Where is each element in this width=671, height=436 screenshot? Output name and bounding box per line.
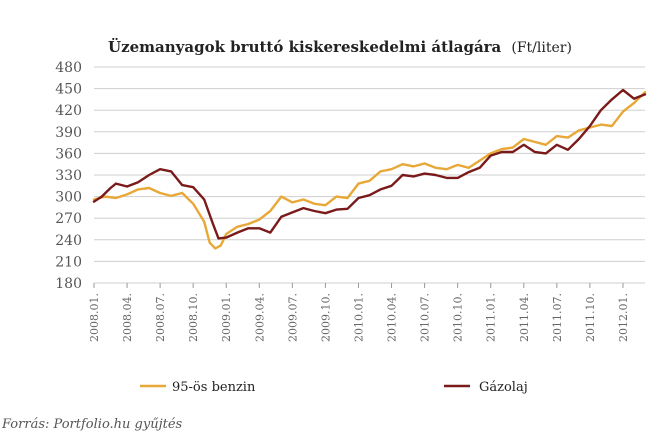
series-line-gazolaj bbox=[92, 88, 647, 240]
y-tick-label: 360 bbox=[55, 146, 82, 162]
x-tick-label: 2009.10. bbox=[319, 293, 332, 342]
y-tick-label: 180 bbox=[55, 276, 82, 292]
legend-label: Gázolaj bbox=[479, 380, 528, 395]
x-tick-label: 2011.07. bbox=[551, 293, 564, 342]
x-tick-label: 2008.01. bbox=[88, 293, 101, 342]
y-tick-label: 270 bbox=[55, 211, 82, 227]
x-tick-label: 2010.01. bbox=[352, 293, 365, 342]
x-tick-label: 2009.01. bbox=[220, 293, 233, 342]
legend: 95-ös benzin Gázolaj bbox=[140, 380, 528, 395]
x-tick-label: 2012.01. bbox=[617, 293, 630, 342]
series-lines bbox=[92, 88, 647, 250]
legend-label: 95-ös benzin bbox=[172, 380, 256, 395]
y-tick-label: 300 bbox=[55, 190, 82, 206]
x-tick-label: 2008.04. bbox=[121, 293, 134, 342]
x-tick-label: 2011.04. bbox=[518, 293, 531, 342]
x-tick-label: 2010.07. bbox=[419, 293, 432, 342]
chart-title-unit: (Ft/liter) bbox=[511, 40, 572, 56]
x-tick-label: 2009.07. bbox=[286, 293, 299, 342]
x-tick-label: 2010.10. bbox=[452, 293, 465, 342]
x-axis-ticks: 2008.01. 2008.04. 2008.07. 2008.10. 2009.01.… bbox=[88, 283, 630, 342]
y-tick-label: 330 bbox=[55, 168, 82, 184]
y-tick-label: 420 bbox=[55, 103, 82, 119]
x-tick-label: 2008.07. bbox=[154, 293, 167, 342]
x-tick-label: 2011.01. bbox=[485, 293, 498, 342]
chart-title: Üzemanyagok bruttó kiskereskedelmi átlag… bbox=[108, 37, 572, 56]
series-line-benzin bbox=[92, 91, 647, 250]
source-note: Forrás: Portfolio.hu gyűjtés bbox=[1, 417, 183, 431]
y-tick-label: 210 bbox=[55, 254, 82, 270]
y-axis-ticks: 180 210 240 270 300 330 360 390 420 450 480 bbox=[55, 60, 82, 292]
x-tick-label: 2008.10. bbox=[187, 293, 200, 342]
y-tick-label: 480 bbox=[55, 60, 82, 76]
y-tick-label: 240 bbox=[55, 233, 82, 249]
x-tick-label: 2010.04. bbox=[386, 293, 399, 342]
chart-title-main: Üzemanyagok bruttó kiskereskedelmi átlag… bbox=[108, 37, 502, 56]
grid-lines bbox=[94, 66, 645, 284]
y-tick-label: 450 bbox=[55, 82, 82, 98]
x-tick-label: 2009.04. bbox=[253, 293, 266, 342]
x-tick-label: 2011.10. bbox=[584, 293, 597, 342]
y-tick-label: 390 bbox=[55, 125, 82, 141]
